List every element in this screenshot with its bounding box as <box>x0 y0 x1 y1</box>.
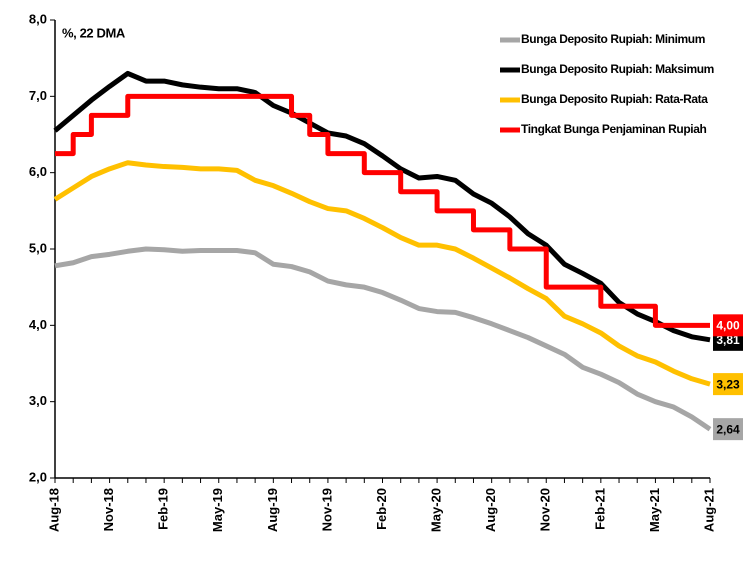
series-line <box>53 160 711 387</box>
y-tick-label: 6,0 <box>29 164 47 179</box>
y-tick-label: 2,0 <box>29 469 47 484</box>
value-label-box <box>713 314 743 337</box>
value-label: 3,81 <box>716 333 740 347</box>
y-tick-label: 8,0 <box>29 11 47 26</box>
y-tick-label: 7,0 <box>29 88 47 103</box>
series-line <box>55 93 710 328</box>
x-tick-label: Nov-19 <box>319 488 334 531</box>
x-tick-label: Feb-21 <box>592 488 607 530</box>
value-label: 3,23 <box>716 377 740 391</box>
x-tick-label: Aug-20 <box>483 488 498 532</box>
value-label-box <box>713 373 743 396</box>
x-tick-label: Aug-21 <box>701 488 716 532</box>
x-tick-label: Nov-18 <box>101 488 116 531</box>
value-label: 2,64 <box>716 422 740 436</box>
x-tick-label: Aug-19 <box>265 488 280 532</box>
x-tick-label: May-20 <box>429 488 444 532</box>
y-tick-label: 5,0 <box>29 240 47 255</box>
x-tick-label: May-19 <box>210 488 225 532</box>
y-tick-label: 3,0 <box>29 393 47 408</box>
x-tick-label: Feb-19 <box>156 488 171 530</box>
legend-label: Bunga Deposito Rupiah: Maksimum <box>521 62 714 76</box>
legend-label: Tingkat Bunga Penjaminan Rupiah <box>521 122 706 136</box>
legend-label: Bunga Deposito Rupiah: Rata-Rata <box>521 92 708 106</box>
series-line <box>53 70 711 343</box>
x-tick-label: Feb-20 <box>374 488 389 530</box>
value-label-box <box>713 418 743 441</box>
x-tick-label: May-21 <box>647 488 662 532</box>
x-tick-label: Aug-18 <box>46 488 61 532</box>
legend-label: Bunga Deposito Rupiah: Minimum <box>521 32 705 46</box>
series-line <box>54 246 712 432</box>
value-label: 4,00 <box>716 319 740 333</box>
y-tick-label: 4,0 <box>29 317 47 332</box>
x-tick-label: Nov-20 <box>538 488 553 531</box>
annotation: %, 22 DMA <box>62 25 126 40</box>
